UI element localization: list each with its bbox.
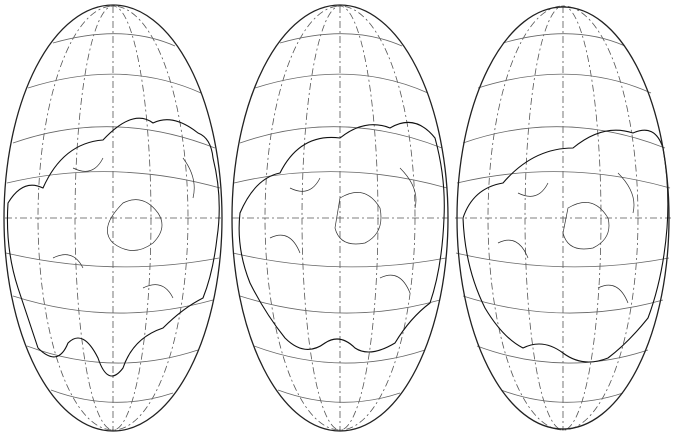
map-outline <box>3 4 223 432</box>
hemisphere-map <box>454 5 672 431</box>
coastline-detail <box>497 172 635 304</box>
coastline-detail <box>52 157 195 299</box>
graticule <box>4 5 222 431</box>
continent-outline <box>462 129 669 363</box>
hemisphere-map <box>3 4 223 432</box>
continent-outline <box>238 121 445 353</box>
coastline-detail <box>269 167 417 294</box>
map-outline <box>456 6 670 430</box>
map-outline <box>231 4 449 432</box>
continent-outline <box>6 117 220 377</box>
graticule <box>231 5 449 431</box>
hemisphere-map <box>231 4 449 432</box>
